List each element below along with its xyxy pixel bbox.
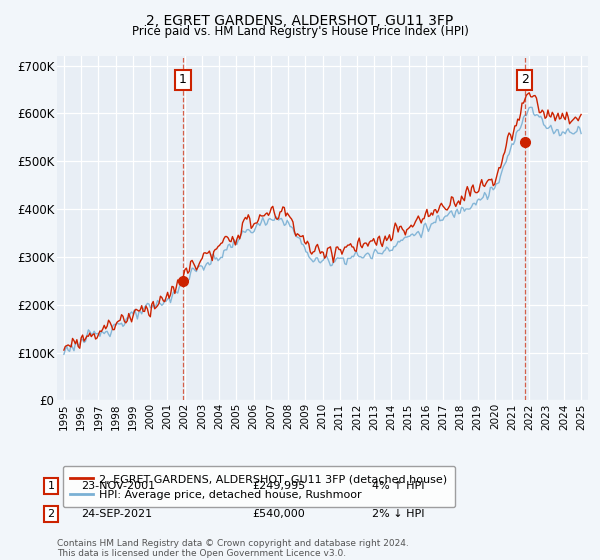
Text: 2: 2 bbox=[521, 73, 529, 86]
Text: £249,995: £249,995 bbox=[252, 481, 305, 491]
Text: 2, EGRET GARDENS, ALDERSHOT, GU11 3FP: 2, EGRET GARDENS, ALDERSHOT, GU11 3FP bbox=[146, 14, 454, 28]
Text: 2: 2 bbox=[47, 509, 55, 519]
Text: 23-NOV-2001: 23-NOV-2001 bbox=[81, 481, 155, 491]
Legend: 2, EGRET GARDENS, ALDERSHOT, GU11 3FP (detached house), HPI: Average price, deta: 2, EGRET GARDENS, ALDERSHOT, GU11 3FP (d… bbox=[62, 466, 455, 507]
Text: 1: 1 bbox=[47, 481, 55, 491]
Text: 2% ↓ HPI: 2% ↓ HPI bbox=[372, 509, 425, 519]
Text: £540,000: £540,000 bbox=[252, 509, 305, 519]
Text: Contains HM Land Registry data © Crown copyright and database right 2024.
This d: Contains HM Land Registry data © Crown c… bbox=[57, 539, 409, 558]
Text: 24-SEP-2021: 24-SEP-2021 bbox=[81, 509, 152, 519]
Text: 4% ↑ HPI: 4% ↑ HPI bbox=[372, 481, 425, 491]
Text: Price paid vs. HM Land Registry's House Price Index (HPI): Price paid vs. HM Land Registry's House … bbox=[131, 25, 469, 38]
Text: 1: 1 bbox=[179, 73, 187, 86]
